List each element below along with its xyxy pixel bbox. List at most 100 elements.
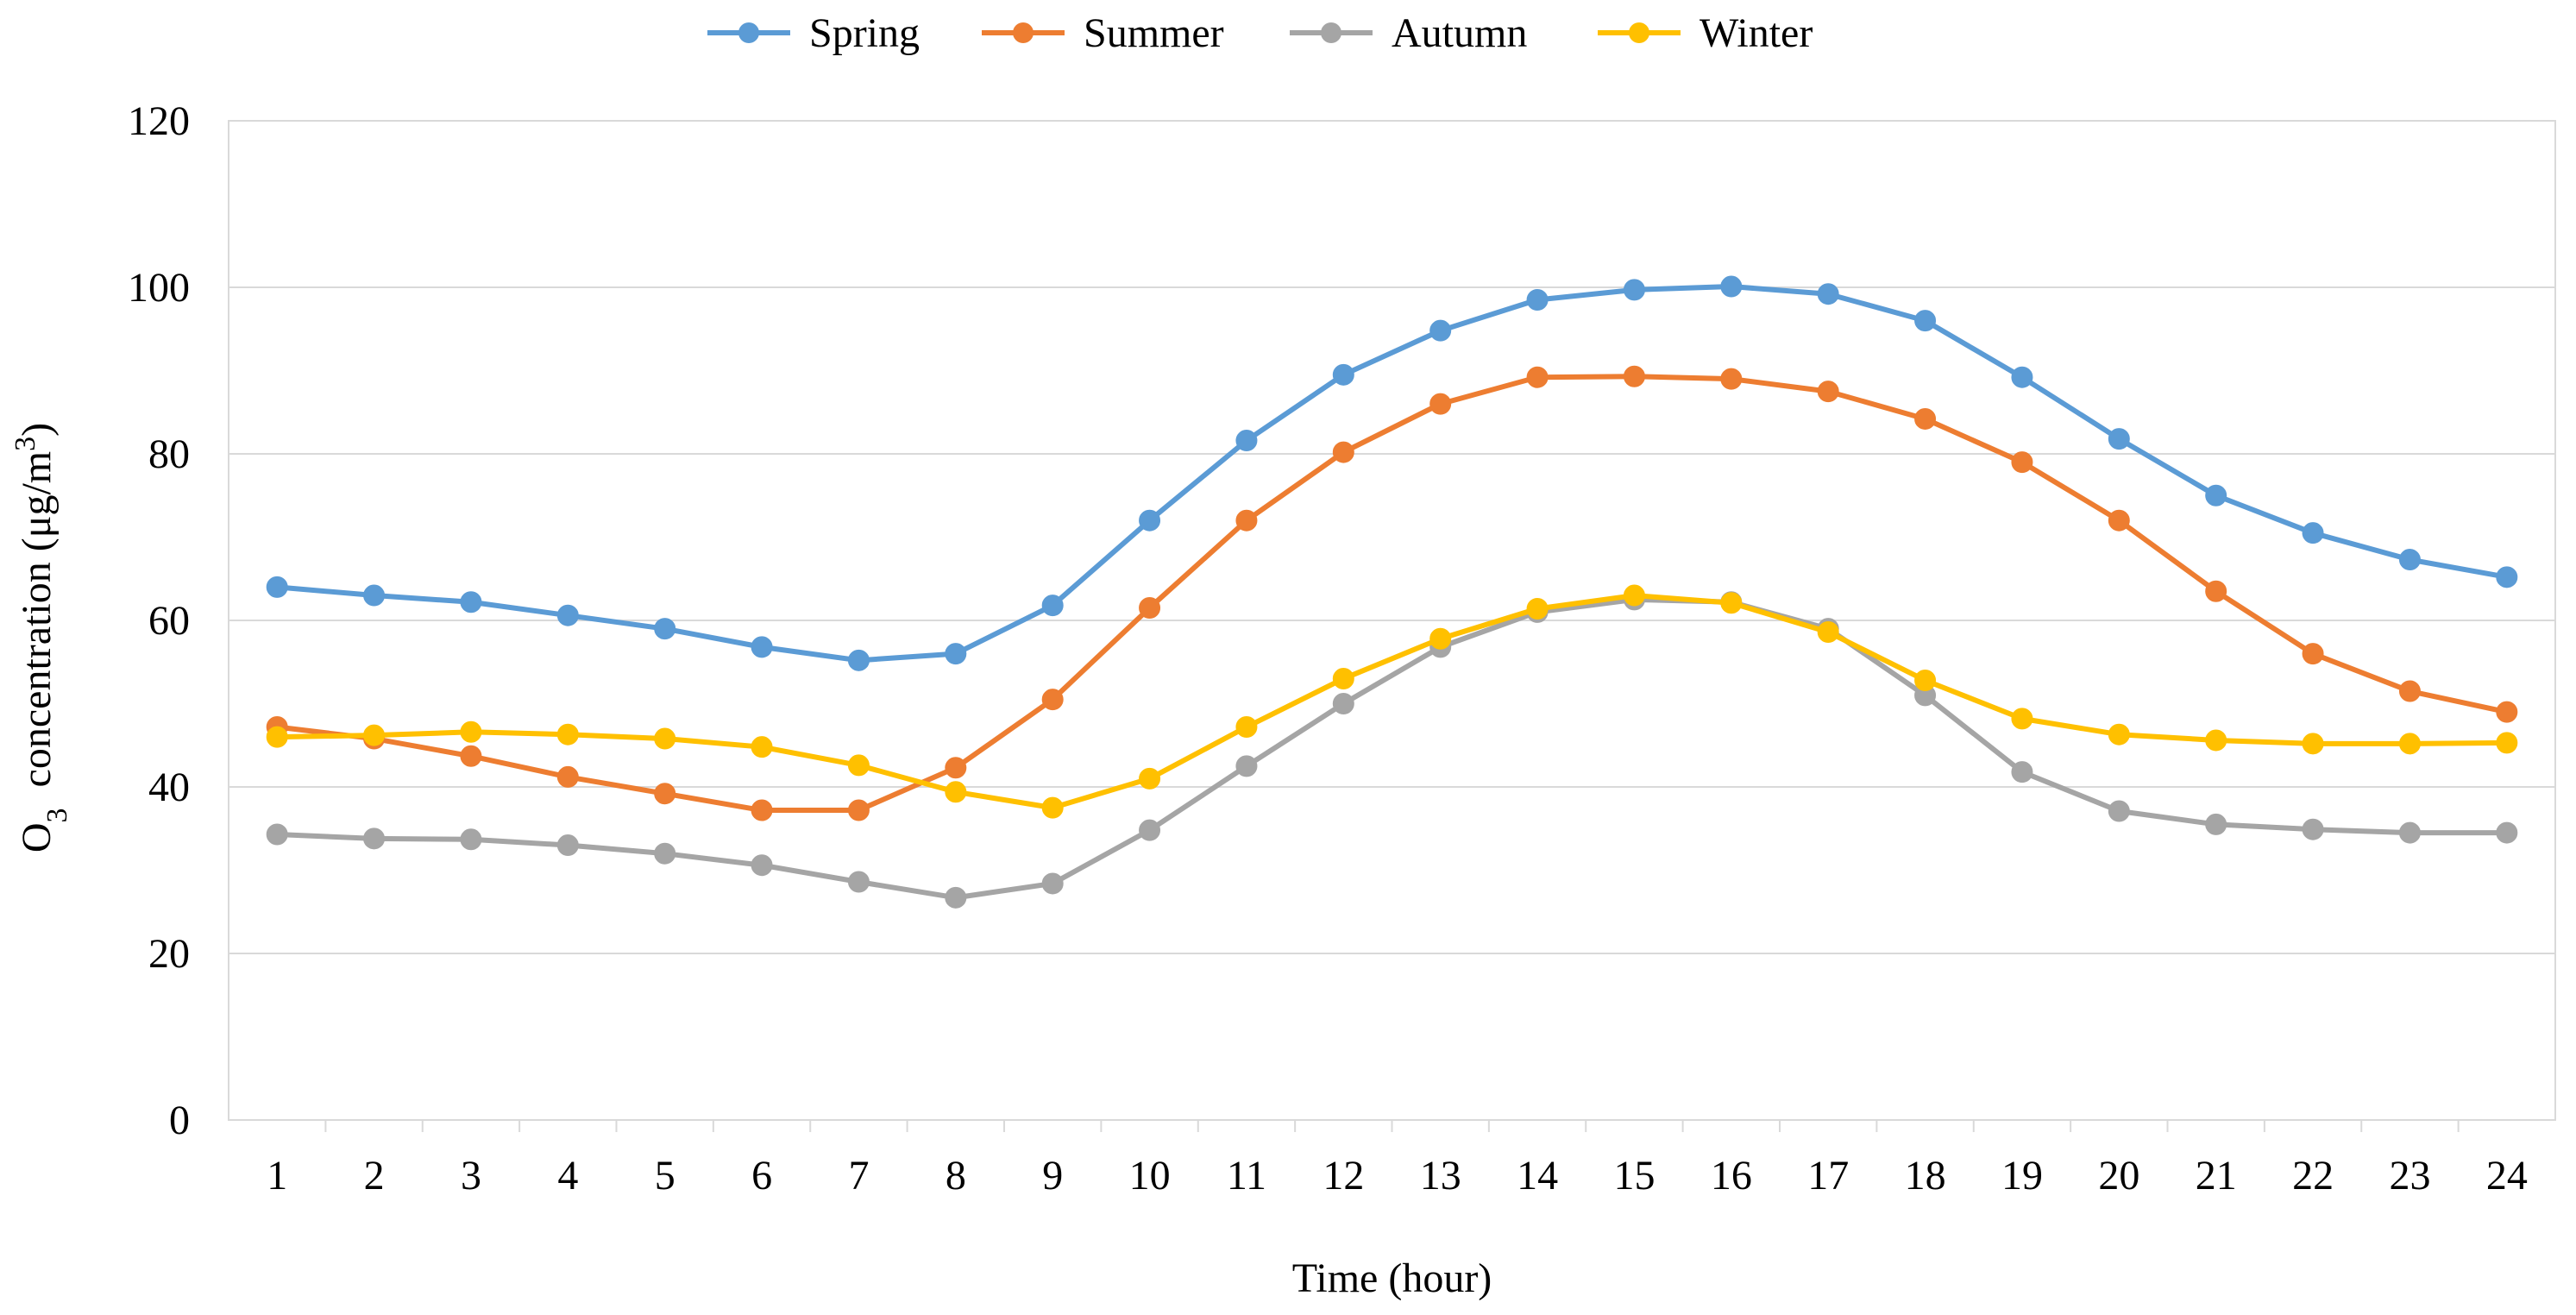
data-point-autumn[interactable] — [363, 827, 386, 850]
data-point-summer[interactable] — [654, 783, 676, 805]
data-point-winter[interactable] — [2108, 723, 2130, 746]
data-point-winter[interactable] — [1914, 669, 1937, 691]
data-point-spring[interactable] — [363, 584, 386, 607]
data-point-summer[interactable] — [751, 799, 773, 821]
data-point-autumn[interactable] — [1332, 693, 1354, 714]
data-point-winter[interactable] — [1429, 627, 1452, 650]
data-point-spring[interactable] — [2398, 549, 2421, 571]
data-point-spring[interactable] — [1623, 279, 1645, 301]
data-point-winter[interactable] — [654, 727, 676, 750]
data-point-spring[interactable] — [556, 604, 579, 626]
data-point-summer[interactable] — [1139, 597, 1161, 620]
data-point-summer[interactable] — [2496, 701, 2518, 723]
data-point-spring[interactable] — [460, 591, 482, 613]
data-point-autumn[interactable] — [1235, 755, 1258, 777]
data-point-autumn[interactable] — [2108, 800, 2130, 822]
data-point-autumn[interactable] — [847, 871, 870, 893]
data-point-winter[interactable] — [1139, 767, 1161, 790]
data-point-summer[interactable] — [1817, 381, 1839, 403]
data-point-winter[interactable] — [2011, 708, 2033, 730]
data-point-spring[interactable] — [1429, 319, 1452, 342]
data-point-winter[interactable] — [1526, 597, 1549, 620]
data-point-summer[interactable] — [1914, 407, 1937, 430]
x-tick-label: 22 — [2292, 1153, 2334, 1199]
data-point-autumn[interactable] — [654, 842, 676, 865]
data-point-spring[interactable] — [2496, 566, 2518, 588]
data-point-summer[interactable] — [2302, 643, 2324, 665]
data-point-winter[interactable] — [266, 726, 288, 748]
data-point-spring[interactable] — [1526, 288, 1549, 311]
x-tick-label: 3 — [461, 1153, 481, 1199]
data-point-summer[interactable] — [2011, 451, 2033, 474]
data-point-spring[interactable] — [1041, 595, 1064, 617]
x-tick-label: 11 — [1227, 1153, 1266, 1199]
data-point-winter[interactable] — [2398, 733, 2421, 755]
data-point-summer[interactable] — [460, 745, 482, 767]
data-point-summer[interactable] — [1623, 365, 1645, 387]
data-point-winter[interactable] — [1041, 796, 1064, 819]
data-point-summer[interactable] — [945, 757, 967, 779]
y-axis-title: O3 concentration (μg/m3) — [9, 423, 73, 853]
data-point-autumn[interactable] — [2011, 761, 2033, 783]
data-point-winter[interactable] — [556, 723, 579, 746]
data-point-autumn[interactable] — [556, 834, 579, 857]
data-point-winter[interactable] — [1720, 592, 1743, 614]
data-point-spring[interactable] — [945, 643, 967, 665]
data-point-summer[interactable] — [1235, 509, 1258, 532]
data-point-autumn[interactable] — [2496, 821, 2518, 844]
data-point-autumn[interactable] — [1139, 819, 1161, 841]
series-layer — [266, 275, 2518, 909]
legend-swatch-marker — [1321, 22, 1341, 43]
data-point-summer[interactable] — [2205, 580, 2227, 602]
data-point-winter[interactable] — [2496, 732, 2518, 754]
data-point-spring[interactable] — [654, 618, 676, 640]
data-point-winter[interactable] — [751, 736, 773, 758]
data-point-spring[interactable] — [2205, 484, 2227, 506]
data-point-spring[interactable] — [266, 576, 288, 598]
data-point-summer[interactable] — [556, 765, 579, 788]
data-point-spring[interactable] — [751, 636, 773, 658]
legend-item-summer[interactable]: Summer — [982, 10, 1224, 56]
data-point-spring[interactable] — [2011, 366, 2033, 388]
data-point-autumn[interactable] — [460, 828, 482, 851]
legend-item-spring[interactable]: Spring — [707, 10, 920, 56]
data-point-winter[interactable] — [2205, 729, 2227, 752]
data-point-autumn[interactable] — [2302, 818, 2324, 840]
x-tick-label: 1 — [267, 1153, 287, 1199]
data-point-summer[interactable] — [2108, 509, 2130, 532]
data-point-autumn[interactable] — [945, 886, 967, 909]
data-point-winter[interactable] — [2302, 733, 2324, 755]
legend-item-autumn[interactable]: Autumn — [1290, 10, 1527, 56]
data-point-winter[interactable] — [460, 720, 482, 743]
data-point-autumn[interactable] — [266, 823, 288, 846]
data-point-winter[interactable] — [1817, 621, 1839, 644]
data-point-summer[interactable] — [1429, 393, 1452, 415]
data-point-spring[interactable] — [1139, 509, 1161, 532]
data-point-winter[interactable] — [1332, 668, 1354, 690]
data-point-autumn[interactable] — [751, 854, 773, 877]
data-point-spring[interactable] — [847, 649, 870, 671]
data-point-summer[interactable] — [1720, 368, 1743, 390]
data-point-spring[interactable] — [1332, 363, 1354, 386]
data-point-summer[interactable] — [1041, 689, 1064, 711]
legend-item-winter[interactable]: Winter — [1598, 10, 1813, 56]
series-line-autumn — [274, 596, 2510, 901]
data-point-winter[interactable] — [1235, 716, 1258, 739]
data-point-winter[interactable] — [847, 754, 870, 777]
data-point-winter[interactable] — [363, 724, 386, 746]
data-point-summer[interactable] — [1526, 366, 1549, 388]
data-point-spring[interactable] — [1817, 283, 1839, 305]
data-point-winter[interactable] — [945, 781, 967, 803]
data-point-summer[interactable] — [847, 799, 870, 821]
data-point-spring[interactable] — [1720, 275, 1743, 298]
data-point-spring[interactable] — [1914, 310, 1937, 332]
data-point-autumn[interactable] — [1041, 872, 1064, 895]
data-point-spring[interactable] — [2108, 428, 2130, 450]
data-point-winter[interactable] — [1623, 584, 1645, 607]
data-point-spring[interactable] — [2302, 522, 2324, 544]
data-point-autumn[interactable] — [2205, 813, 2227, 835]
data-point-summer[interactable] — [2398, 680, 2421, 702]
data-point-spring[interactable] — [1235, 430, 1258, 452]
data-point-autumn[interactable] — [2398, 821, 2421, 844]
data-point-summer[interactable] — [1332, 441, 1354, 463]
